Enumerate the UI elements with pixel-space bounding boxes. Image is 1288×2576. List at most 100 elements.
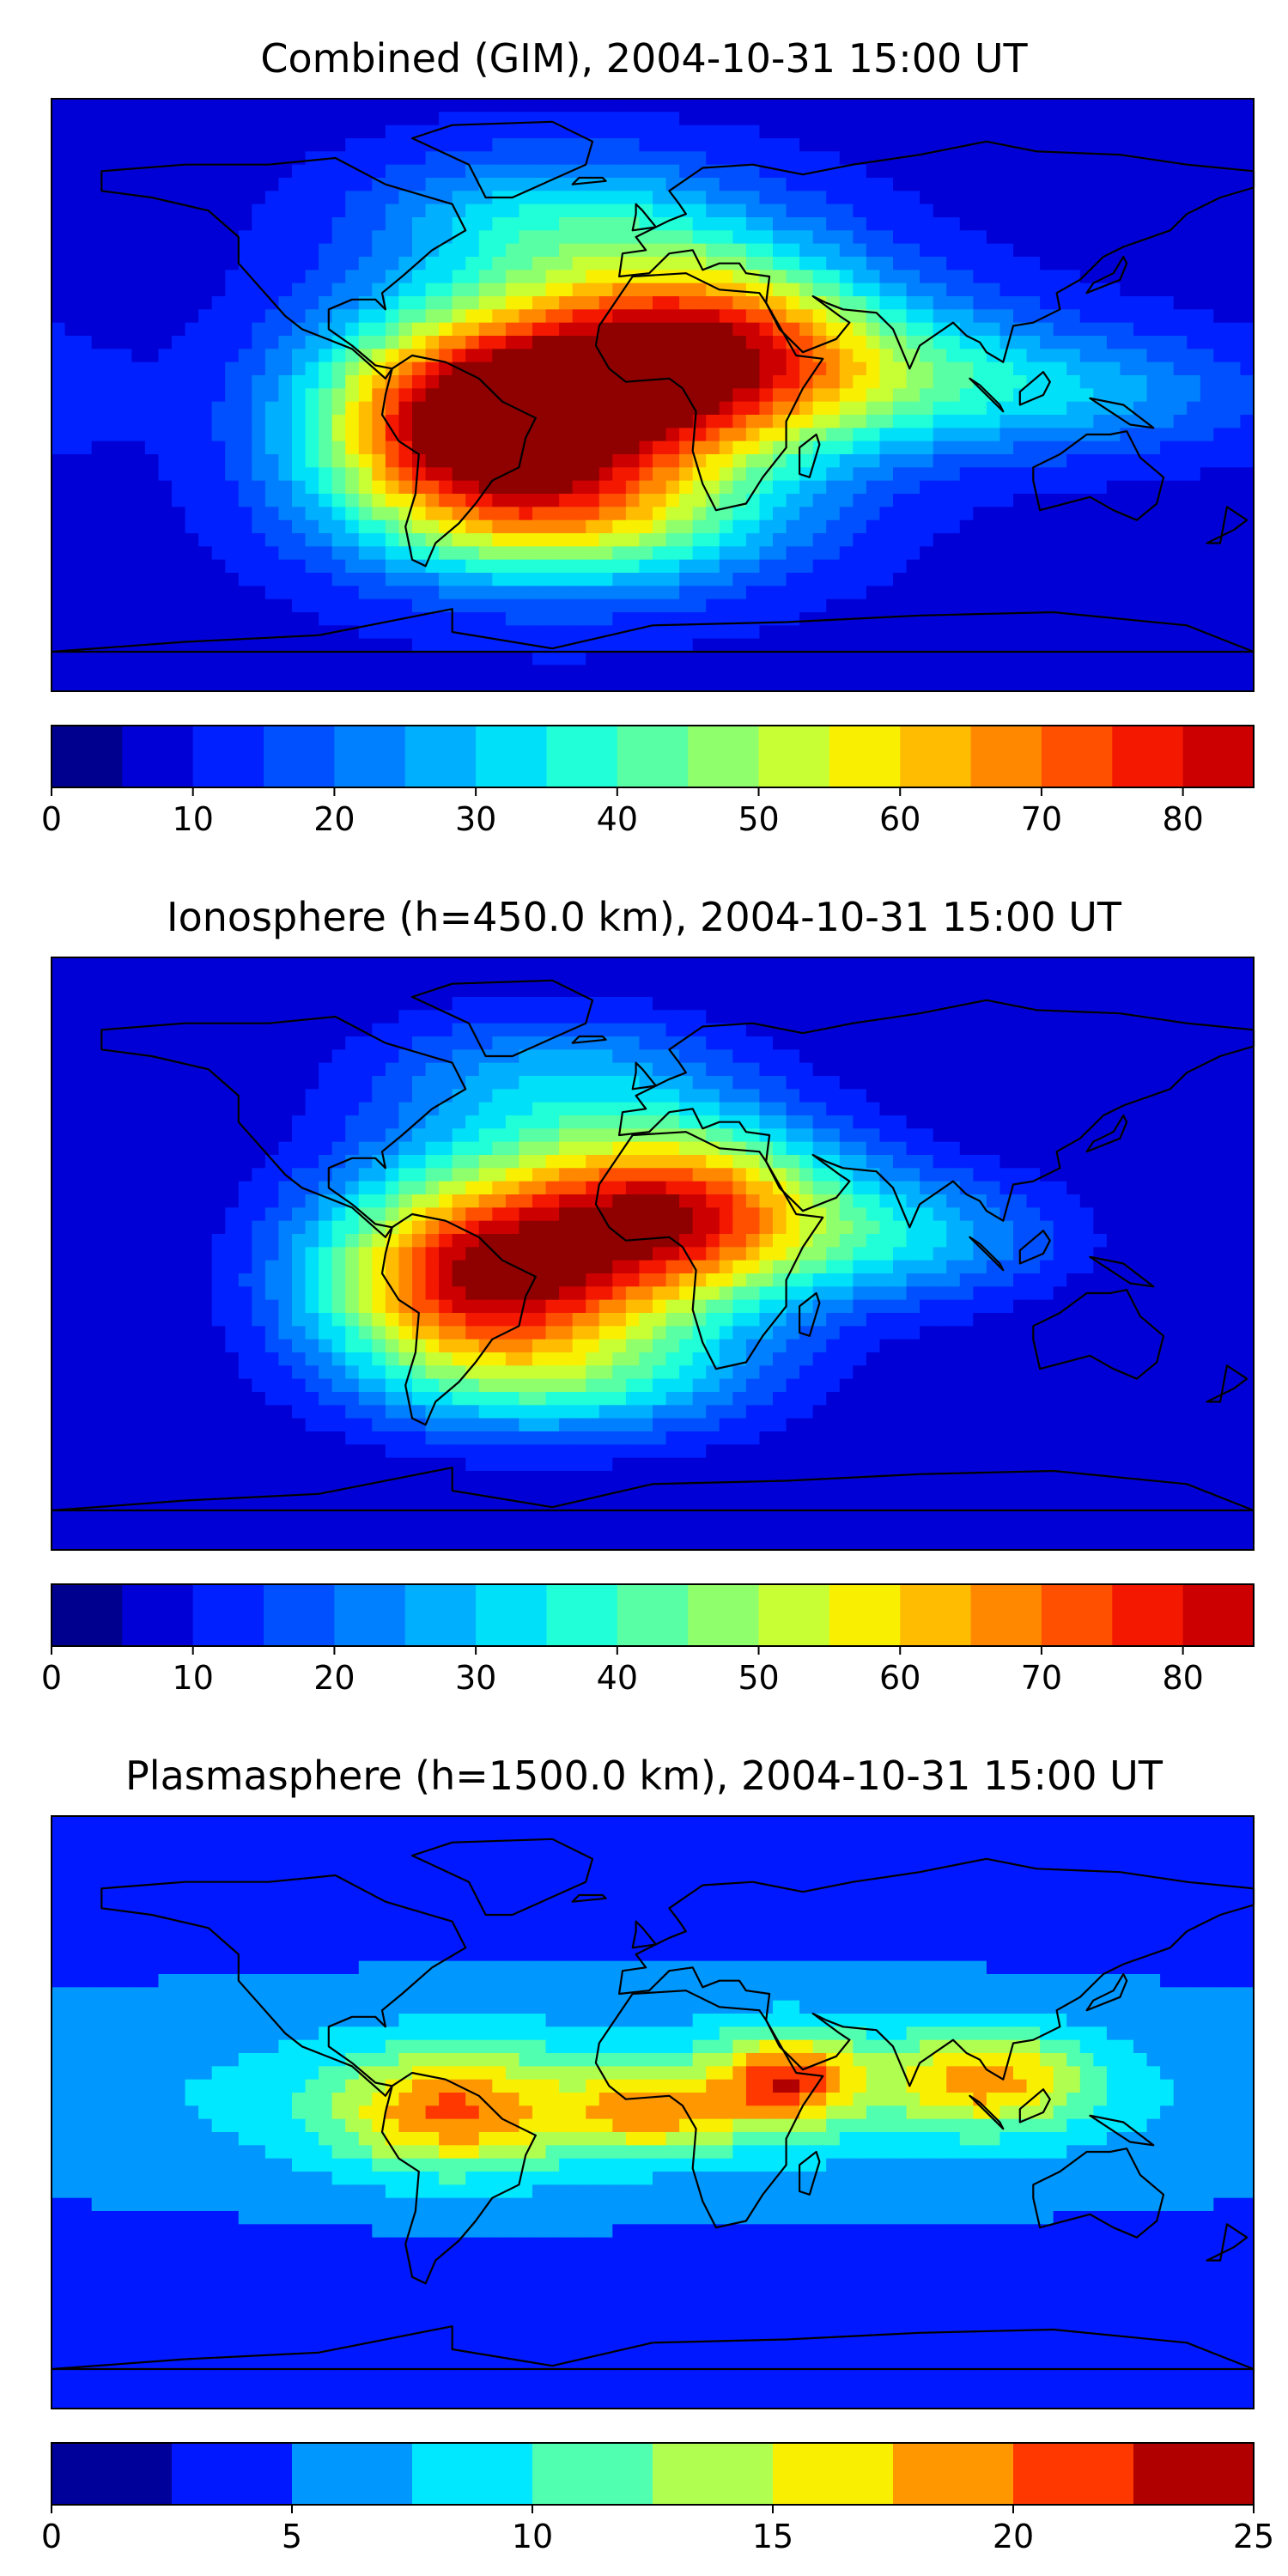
field-cell (64, 296, 79, 310)
field-cell (319, 677, 333, 692)
field-cell (1173, 586, 1188, 600)
field-cell (185, 388, 199, 403)
field-cell (879, 454, 894, 468)
field-cell (879, 983, 894, 998)
field-cell (252, 322, 266, 337)
field-cell (586, 99, 600, 112)
field-cell (264, 191, 280, 205)
field-cell (719, 243, 733, 258)
field-cell (131, 164, 146, 179)
field-cell (78, 573, 93, 586)
field-cell (1013, 1049, 1028, 1064)
field-cell (1106, 625, 1121, 640)
field-cell (131, 336, 146, 349)
field-cell (372, 598, 386, 613)
field-cell (946, 625, 961, 640)
field-cell (879, 270, 894, 284)
field-cell (1200, 494, 1214, 507)
field-cell (105, 467, 119, 482)
field-cell (773, 467, 787, 482)
field-cell (653, 652, 667, 665)
field-cell (773, 559, 787, 574)
field-cell (773, 612, 787, 626)
field-cell (465, 652, 480, 665)
field-cell (826, 494, 841, 507)
field-cell (52, 243, 66, 258)
field-cell (773, 257, 787, 270)
field-cell (319, 507, 333, 521)
field-cell (1240, 336, 1255, 349)
field-cell (866, 283, 881, 297)
field-cell (1240, 361, 1255, 376)
field-cell (225, 559, 240, 574)
field-cell (1026, 112, 1041, 126)
field-cell (639, 99, 653, 112)
field-cell (1200, 454, 1214, 468)
field-cell (331, 440, 346, 455)
field-cell (185, 257, 199, 270)
field-cell (866, 1036, 881, 1050)
field-cell (252, 309, 266, 324)
field-cell (639, 164, 653, 179)
field-cell (492, 612, 507, 626)
field-cell (879, 191, 894, 205)
field-cell (933, 970, 947, 985)
field-cell (572, 125, 586, 139)
field-cell (999, 480, 1014, 495)
field-cell (412, 625, 427, 640)
field-cell (745, 204, 761, 218)
field-cell (358, 270, 373, 284)
field-cell (1200, 1062, 1214, 1077)
field-cell (773, 454, 787, 468)
field-cell (786, 1049, 800, 1064)
field-cell (238, 519, 252, 534)
field-cell (305, 533, 319, 547)
field-cell (1093, 309, 1108, 324)
field-cell (144, 546, 160, 561)
field-cell (612, 494, 627, 507)
field-cell (559, 428, 574, 442)
field-cell (505, 151, 520, 166)
field-cell (172, 322, 186, 337)
field-cell (732, 1036, 747, 1050)
field-cell (732, 112, 747, 126)
field-cell (439, 164, 453, 179)
field-cell (986, 204, 1001, 218)
field-cell (1173, 519, 1188, 534)
field-cell (144, 230, 160, 245)
field-cell (1066, 559, 1081, 574)
field-cell (1226, 533, 1242, 547)
field-cell (839, 230, 854, 245)
field-cell (78, 677, 93, 692)
field-cell (853, 665, 867, 679)
field-cell (826, 533, 841, 547)
field-cell (292, 454, 307, 468)
field-cell (572, 243, 586, 258)
field-cell (612, 1010, 627, 1024)
field-cell (385, 151, 400, 166)
field-cell (252, 467, 266, 482)
field-cell (158, 283, 173, 297)
field-cell (625, 296, 641, 310)
field-cell (452, 336, 466, 349)
field-cell (372, 480, 386, 495)
field-cell (1093, 546, 1108, 561)
field-cell (1226, 99, 1242, 112)
field-cell (385, 112, 400, 126)
field-cell (478, 230, 493, 245)
field-cell (505, 388, 520, 403)
field-cell (906, 957, 920, 971)
field-cell (238, 178, 252, 191)
field-cell (412, 388, 427, 403)
field-cell (625, 573, 641, 586)
field-cell (639, 309, 653, 324)
field-cell (1026, 296, 1041, 310)
field-cell (612, 598, 627, 613)
field-cell (1120, 519, 1134, 534)
field-cell (706, 559, 720, 574)
field-cell (1133, 204, 1148, 218)
field-cell (879, 99, 894, 112)
field-cell (946, 309, 961, 324)
field-cell (292, 1023, 307, 1037)
field-cell (572, 336, 586, 349)
